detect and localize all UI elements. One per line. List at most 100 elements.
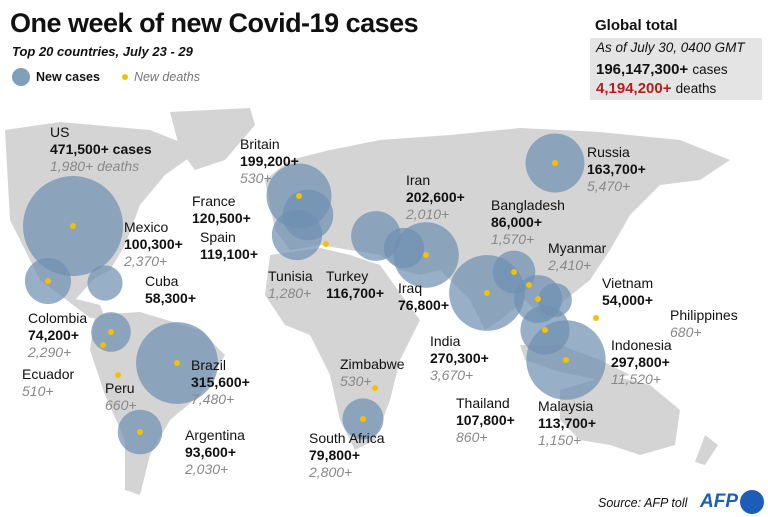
- death-dots: [45, 160, 599, 435]
- country-name-south-africa: South Africa: [309, 430, 385, 446]
- deaths-dot-russia: [552, 160, 558, 166]
- country-cases-indonesia: 297,800+: [611, 354, 670, 370]
- new-deaths-legend-dot-icon: [121, 74, 128, 80]
- country-name-bangladesh: Bangladesh: [491, 197, 565, 213]
- deaths-dot-indonesia: [563, 357, 569, 363]
- global-cases-value: 196,147,300+: [596, 61, 689, 78]
- country-name-iran: Iran: [406, 172, 431, 188]
- global-total-box: Global total As of July 30, 0400 GMT 196…: [590, 14, 762, 100]
- country-deaths-iran: 2,010+: [406, 206, 450, 222]
- country-deaths-thailand: 860+: [456, 429, 488, 445]
- country-label-britain: Britain 199,200+ 530+: [240, 136, 299, 187]
- country-name-thailand: Thailand: [456, 395, 510, 411]
- country-deaths-tunisia: 1,280+: [268, 285, 312, 301]
- country-cases-malaysia: 113,700+: [538, 415, 597, 431]
- country-cases-us: 471,500+ cases: [50, 141, 152, 157]
- country-cases-vietnam: 54,000+: [602, 292, 653, 308]
- country-label-south-africa: South Africa 79,800+ 2,800+: [309, 430, 385, 481]
- country-deaths-brazil: 7,480+: [191, 391, 235, 407]
- country-name-peru: Peru: [105, 380, 135, 396]
- country-name-philippines: Philippines: [670, 307, 738, 323]
- country-name-turkey: Turkey: [326, 268, 369, 284]
- country-name-britain: Britain: [240, 136, 280, 152]
- country-cases-france: 120,500+: [192, 210, 251, 226]
- country-cases-brazil: 315,600+: [191, 374, 250, 390]
- deaths-dot-peru: [115, 372, 121, 378]
- deaths-dot-us: [70, 223, 76, 229]
- cases-circle-spain: [271, 209, 323, 261]
- country-label-myanmar: Myanmar 2,410+: [548, 240, 606, 274]
- country-label-france: France 120,500+: [192, 193, 251, 227]
- country-cases-bangladesh: 86,000+: [491, 214, 542, 230]
- country-label-us: US 471,500+ cases 1,980+ deaths: [50, 124, 152, 175]
- deaths-dot-mexico: [45, 278, 51, 284]
- country-name-myanmar: Myanmar: [548, 240, 607, 256]
- country-deaths-south-africa: 2,800+: [309, 464, 353, 480]
- country-cases-india: 270,300+: [430, 350, 489, 366]
- deaths-dot-tunisia: [323, 241, 329, 247]
- country-name-malaysia: Malaysia: [538, 398, 594, 414]
- country-label-brazil: Brazil 315,600+ 7,480+: [191, 357, 250, 408]
- page-title: One week of new Covid-19 cases: [10, 8, 419, 38]
- country-name-russia: Russia: [587, 144, 630, 160]
- afp-logo: AFP: [700, 490, 764, 514]
- country-cases-iraq: 76,800+: [398, 297, 449, 313]
- country-deaths-russia: 5,470+: [587, 178, 631, 194]
- country-name-tunisia: Tunisia: [268, 268, 313, 284]
- country-name-us: US: [50, 124, 70, 140]
- country-cases-cuba: 58,300+: [145, 290, 196, 306]
- global-deaths: 4,194,200+ deaths: [596, 80, 716, 97]
- country-label-colombia: Colombia 74,200+ 2,290+: [28, 310, 87, 361]
- country-name-cuba: Cuba: [145, 273, 179, 289]
- country-label-philippines: Philippines 680+: [670, 307, 738, 341]
- country-name-colombia: Colombia: [28, 310, 88, 326]
- country-deaths-us: 1,980+ deaths: [50, 158, 140, 174]
- global-deaths-value: 4,194,200+: [596, 80, 672, 97]
- country-cases-thailand: 107,800+: [456, 412, 515, 428]
- country-deaths-ecuador: 510+: [22, 383, 54, 399]
- country-name-argentina: Argentina: [185, 427, 245, 443]
- country-cases-iran: 202,600+: [406, 189, 465, 205]
- land-eurasia: [265, 128, 730, 330]
- country-cases-colombia: 74,200+: [28, 327, 79, 343]
- land-greenland: [170, 108, 255, 170]
- country-label-vietnam: Vietnam 54,000+: [602, 275, 653, 309]
- deaths-dot-ecuador: [100, 342, 106, 348]
- deaths-dot-philippines: [593, 315, 599, 321]
- land-central-america: [60, 295, 105, 318]
- deaths-dot-iran: [423, 252, 429, 258]
- country-label-indonesia: Indonesia 297,800+ 11,520+: [611, 337, 672, 388]
- deaths-dot-brazil: [174, 360, 180, 366]
- country-cases-spain: 119,100+: [200, 246, 259, 262]
- cases-circle-cuba: [87, 265, 123, 301]
- country-label-argentina: Argentina 93,600+ 2,030+: [185, 427, 245, 478]
- country-deaths-britain: 530+: [240, 170, 272, 186]
- country-deaths-mexico: 2,370+: [124, 253, 168, 269]
- country-name-brazil: Brazil: [191, 357, 227, 373]
- deaths-dot-zimbabwe: [372, 385, 378, 391]
- country-cases-russia: 163,700+: [587, 161, 646, 177]
- country-deaths-peru: 660+: [105, 397, 137, 413]
- country-label-thailand: Thailand 107,800+ 860+: [456, 395, 515, 446]
- country-name-vietnam: Vietnam: [602, 275, 654, 291]
- country-deaths-zimbabwe: 530+: [340, 373, 372, 389]
- country-label-turkey: Turkey 116,700+: [326, 268, 384, 302]
- country-name-iraq: Iraq: [398, 280, 423, 296]
- country-cases-turkey: 116,700+: [326, 285, 385, 301]
- country-cases-south-africa: 79,800+: [309, 447, 360, 463]
- country-cases-mexico: 100,300+: [124, 236, 183, 252]
- new-cases-legend-circle-icon: [12, 68, 30, 86]
- land-africa: [265, 248, 420, 450]
- deaths-dot-britain: [296, 193, 302, 199]
- country-label-ecuador: Ecuador 510+: [22, 366, 74, 400]
- country-label-peru: Peru 660+: [105, 380, 137, 414]
- deaths-dot-colombia: [108, 329, 114, 335]
- country-deaths-colombia: 2,290+: [28, 344, 72, 360]
- country-label-spain: Spain 119,100+: [200, 229, 258, 263]
- country-name-mexico: Mexico: [124, 219, 169, 235]
- country-name-france: France: [192, 193, 236, 209]
- deaths-dot-south-africa: [360, 416, 366, 422]
- global-cases: 196,147,300+ cases: [596, 61, 728, 78]
- country-label-mexico: Mexico 100,300+ 2,370+: [124, 219, 183, 270]
